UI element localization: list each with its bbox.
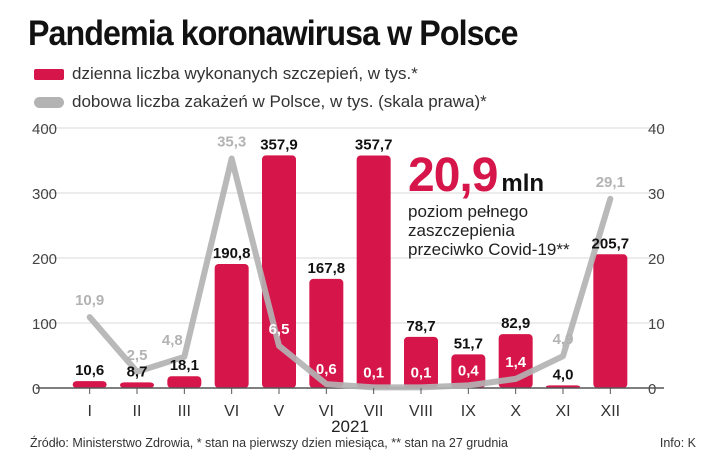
line-value-label: 0,6 (316, 361, 337, 378)
legend-label-vaccinations: dzienna liczba wykonanych szczepień, w t… (72, 64, 418, 83)
y-left-tick-label: 300 (32, 186, 57, 203)
line-value-label: 0,1 (411, 364, 432, 381)
y-left-tick-label: 200 (32, 251, 57, 268)
x-tick-label: VII (364, 403, 384, 420)
bar-value-label: 190,8 (213, 245, 251, 262)
x-tick-label: XI (555, 403, 570, 420)
chart-title: Pandemia koronawirusa w Polsce (28, 14, 519, 53)
line-value-label: 4,8 (162, 332, 183, 349)
bar (167, 376, 202, 388)
legend-label-infections: dobowa liczba zakażeń w Polsce, w tys. (… (72, 92, 487, 111)
x-tick-label: VIII (409, 403, 433, 420)
bar (309, 278, 344, 388)
bar-value-label: 167,8 (308, 260, 346, 277)
bar (356, 155, 391, 388)
x-tick-label: X (510, 403, 521, 420)
bar-value-label: 8,7 (127, 363, 148, 380)
callout-line-2: zaszczepienia (408, 221, 515, 240)
legend-swatch-line (34, 96, 64, 108)
callout-line-1: poziom pełnego (408, 202, 529, 221)
line-value-label: 1,4 (505, 354, 527, 371)
bar (214, 263, 249, 388)
bar-value-label: 51,7 (454, 335, 483, 352)
line-value-label: 4,9 (553, 331, 574, 348)
x-tick-label: VI (224, 403, 239, 420)
line-value-label: 10,9 (75, 292, 104, 309)
callout-line-3: przeciwko Covid-19** (408, 240, 570, 259)
source-note: Źródło: Ministerstwo Zdrowia, * stan na … (30, 436, 508, 450)
y-right-tick-label: 40 (648, 121, 665, 138)
legend-item-infections: dobowa liczba zakażeń w Polsce, w tys. (… (34, 92, 487, 112)
bar-value-label: 357,9 (260, 136, 298, 153)
legend-swatch-bar (34, 68, 64, 80)
year-label: 2021 (331, 417, 369, 436)
bar-value-label: 18,1 (170, 357, 199, 374)
y-left-tick-label: 400 (32, 121, 57, 138)
callout-full-vaccination: 20,9 mln poziom pełnego zaszczepienia prz… (408, 148, 570, 260)
line-value-label: 2,5 (127, 347, 148, 364)
x-tick-label: VI (319, 403, 334, 420)
line-value-label: 6,5 (269, 321, 290, 338)
legend-item-vaccinations: dzienna liczba wykonanych szczepień, w t… (34, 64, 418, 84)
x-tick-label: III (178, 403, 191, 420)
line-value-label: 29,1 (596, 174, 625, 191)
y-right-tick-label: 30 (648, 186, 665, 203)
bar (593, 254, 628, 388)
y-right-tick-label: 20 (648, 251, 665, 268)
bar (404, 336, 438, 388)
bar (120, 382, 154, 388)
x-tick-label: XII (601, 403, 621, 420)
bar (262, 155, 296, 388)
bar-value-label: 4,0 (553, 366, 574, 383)
x-tick-label: II (133, 403, 142, 420)
y-left-tick-label: 100 (32, 316, 57, 333)
y-left-tick-label: 0 (32, 381, 40, 398)
x-tick-label: I (87, 403, 91, 420)
bar-value-label: 357,7 (355, 136, 393, 153)
line-value-label: 0,1 (363, 364, 384, 381)
y-right-tick-label: 0 (648, 381, 656, 398)
callout-unit: mln (501, 170, 545, 197)
bar (451, 354, 486, 388)
bar-value-label: 10,6 (75, 362, 104, 379)
x-tick-label: V (274, 403, 285, 420)
x-tick-label: IX (461, 403, 476, 420)
line-value-label: 35,3 (217, 134, 246, 151)
bar (72, 381, 107, 388)
infections-line (86, 155, 614, 391)
credit: Info: K (659, 436, 696, 450)
y-right-tick-label: 10 (648, 316, 665, 333)
bar-value-label: 205,7 (592, 235, 630, 252)
callout-value: 20,9 (408, 149, 498, 202)
line-value-label: 0,4 (458, 362, 480, 379)
bar-value-label: 78,7 (406, 318, 435, 335)
bar-value-label: 82,9 (501, 315, 530, 332)
